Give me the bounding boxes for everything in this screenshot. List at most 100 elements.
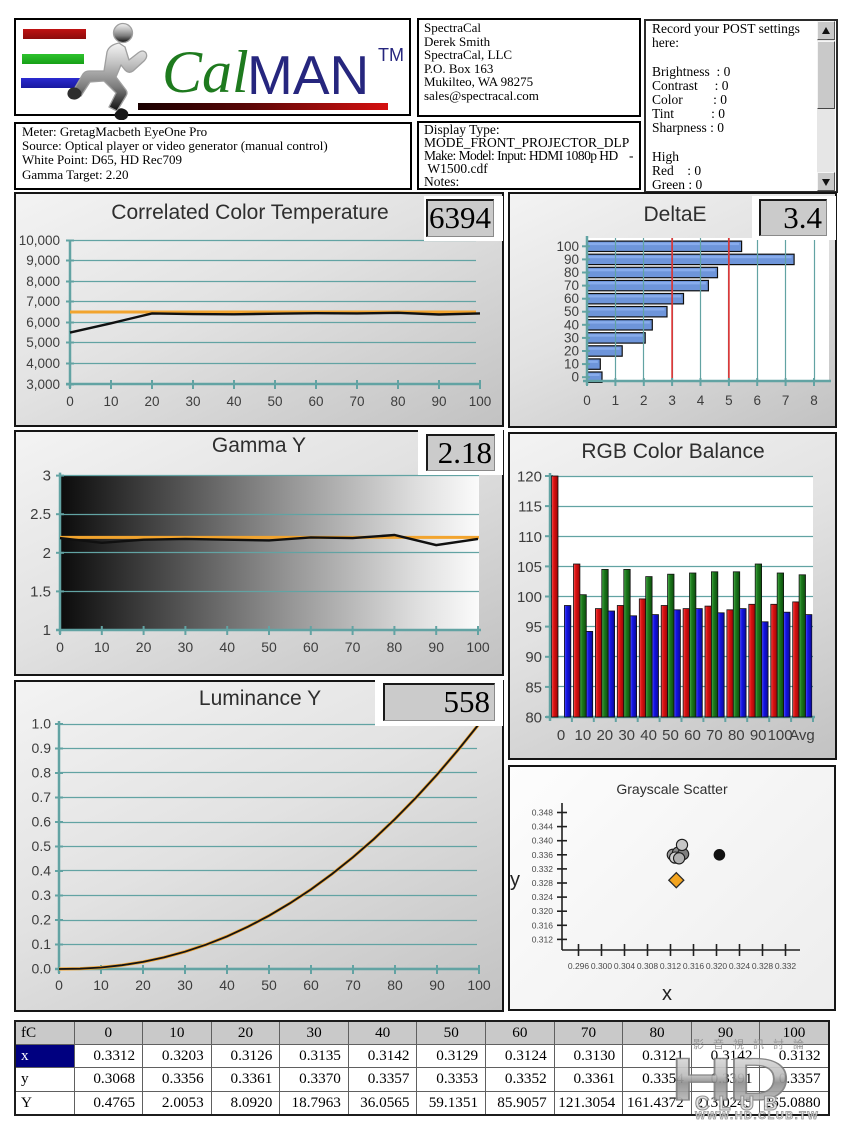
svg-text:0: 0 (557, 727, 565, 744)
svg-text:100: 100 (768, 727, 793, 744)
svg-text:100: 100 (517, 589, 542, 606)
svg-text:0.296: 0.296 (568, 961, 590, 971)
svg-text:0.312: 0.312 (532, 934, 554, 944)
svg-text:110: 110 (518, 529, 542, 546)
svg-text:0.2: 0.2 (32, 912, 52, 928)
svg-text:2: 2 (43, 545, 51, 562)
svg-text:2: 2 (640, 393, 648, 408)
svg-text:70: 70 (349, 394, 364, 409)
svg-text:HD: HD (671, 1045, 787, 1113)
svg-text:2.5: 2.5 (30, 506, 51, 523)
svg-text:0.3: 0.3 (32, 887, 52, 903)
svg-text:85: 85 (525, 679, 542, 696)
svg-text:115: 115 (518, 499, 542, 516)
svg-text:105: 105 (517, 559, 542, 576)
svg-text:80: 80 (387, 977, 403, 993)
svg-text:10: 10 (94, 639, 110, 655)
svg-text:4,000: 4,000 (26, 356, 60, 371)
svg-text:50: 50 (662, 727, 679, 744)
svg-text:9,000: 9,000 (26, 253, 60, 268)
svg-text:0: 0 (55, 977, 63, 993)
svg-text:90: 90 (431, 394, 446, 409)
svg-text:20: 20 (596, 727, 613, 744)
svg-text:0.304: 0.304 (614, 961, 636, 971)
svg-text:30: 30 (178, 639, 194, 655)
svg-text:70: 70 (345, 639, 361, 655)
svg-text:0.316: 0.316 (683, 961, 705, 971)
svg-text:3: 3 (43, 468, 51, 485)
svg-text:0.0: 0.0 (32, 961, 52, 977)
svg-text:90: 90 (429, 977, 445, 993)
svg-text:80: 80 (387, 639, 403, 655)
svg-text:0.5: 0.5 (32, 838, 52, 854)
svg-text:0.7: 0.7 (32, 789, 52, 805)
svg-text:0.6: 0.6 (32, 814, 52, 830)
svg-text:0.328: 0.328 (532, 878, 554, 888)
svg-text:Avg: Avg (789, 727, 815, 744)
svg-text:60: 60 (303, 639, 319, 655)
svg-text:90: 90 (564, 252, 579, 267)
svg-text:20: 20 (564, 344, 579, 359)
svg-text:0.300: 0.300 (591, 961, 613, 971)
svg-text:0.308: 0.308 (637, 961, 659, 971)
svg-text:10,000: 10,000 (19, 233, 60, 248)
svg-text:80: 80 (728, 727, 745, 744)
svg-text:40: 40 (219, 977, 235, 993)
svg-text:WWW.HD.CLUB.TW: WWW.HD.CLUB.TW (695, 1110, 819, 1122)
svg-text:70: 70 (564, 278, 579, 293)
svg-text:0.320: 0.320 (532, 906, 554, 916)
svg-text:CLUB: CLUB (695, 1093, 787, 1115)
svg-text:0.324: 0.324 (532, 892, 554, 902)
svg-text:0.316: 0.316 (532, 920, 554, 930)
svg-text:70: 70 (706, 727, 723, 744)
svg-text:70: 70 (345, 977, 361, 993)
svg-text:1: 1 (43, 622, 51, 639)
svg-text:0.340: 0.340 (532, 836, 554, 846)
svg-text:0.336: 0.336 (532, 850, 554, 860)
svg-text:60: 60 (564, 291, 579, 306)
svg-text:95: 95 (525, 619, 542, 636)
svg-text:6: 6 (753, 393, 761, 408)
svg-text:80: 80 (564, 265, 579, 280)
svg-text:5: 5 (725, 393, 733, 408)
svg-text:30: 30 (618, 727, 635, 744)
svg-text:90: 90 (750, 727, 767, 744)
svg-text:4: 4 (697, 393, 705, 408)
svg-text:10: 10 (575, 727, 592, 744)
svg-text:0.324: 0.324 (729, 961, 751, 971)
svg-text:1: 1 (612, 393, 620, 408)
svg-text:1.5: 1.5 (30, 583, 51, 600)
svg-text:10: 10 (93, 977, 109, 993)
svg-text:0.320: 0.320 (706, 961, 728, 971)
svg-text:40: 40 (219, 639, 235, 655)
svg-text:100: 100 (466, 639, 490, 655)
svg-text:40: 40 (640, 727, 657, 744)
svg-text:影音視訊討論: 影音視訊討論 (693, 1037, 813, 1051)
svg-text:30: 30 (185, 394, 200, 409)
svg-text:0.328: 0.328 (752, 961, 774, 971)
svg-text:5,000: 5,000 (26, 335, 60, 350)
svg-text:0.1: 0.1 (32, 936, 52, 952)
svg-text:20: 20 (135, 977, 151, 993)
svg-text:10: 10 (564, 357, 579, 372)
svg-text:0.9: 0.9 (32, 740, 52, 756)
svg-text:8,000: 8,000 (26, 274, 60, 289)
svg-text:80: 80 (390, 394, 405, 409)
svg-text:1.0: 1.0 (32, 716, 52, 732)
svg-text:90: 90 (428, 639, 444, 655)
svg-text:90: 90 (525, 649, 542, 666)
svg-text:0.332: 0.332 (532, 864, 554, 874)
svg-text:50: 50 (261, 639, 277, 655)
svg-text:10: 10 (103, 394, 118, 409)
svg-text:50: 50 (261, 977, 277, 993)
svg-text:30: 30 (564, 330, 579, 345)
svg-text:60: 60 (684, 727, 701, 744)
svg-text:120: 120 (517, 469, 542, 486)
svg-text:40: 40 (564, 317, 579, 332)
svg-text:7,000: 7,000 (26, 294, 60, 309)
svg-text:20: 20 (136, 639, 152, 655)
svg-text:6,000: 6,000 (26, 315, 60, 330)
svg-text:60: 60 (308, 394, 323, 409)
svg-text:30: 30 (177, 977, 193, 993)
svg-text:40: 40 (226, 394, 241, 409)
